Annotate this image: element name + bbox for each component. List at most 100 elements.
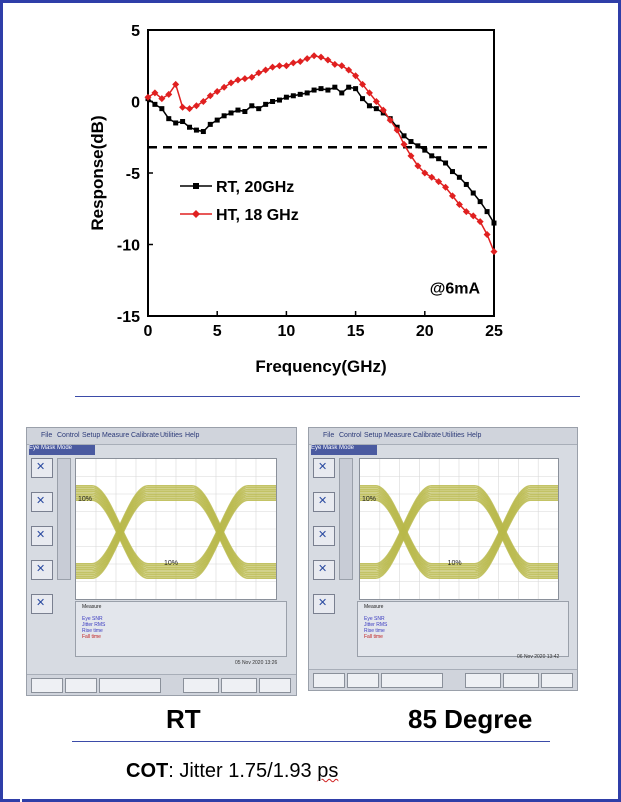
data-point — [338, 62, 346, 70]
eye-mode-tab[interactable]: Eye Mask Mode — [311, 445, 377, 455]
menu-calibrate[interactable]: Calibrate — [413, 432, 442, 439]
data-point — [325, 87, 331, 93]
data-point — [263, 101, 269, 107]
menu-help[interactable]: Help — [185, 432, 200, 439]
eye-trace — [360, 486, 558, 567]
data-point — [490, 248, 498, 256]
vertical-tab[interactable] — [339, 458, 353, 580]
data-point — [221, 113, 227, 119]
measure-row: Fall time — [82, 634, 101, 640]
eye-trace — [76, 486, 276, 567]
x-axis-label: Frequency(GHz) — [255, 357, 386, 376]
data-point — [166, 116, 172, 122]
menu-file[interactable]: File — [41, 432, 53, 439]
data-point — [448, 192, 456, 200]
data-point — [213, 87, 221, 95]
data-point — [234, 76, 242, 84]
eye-trace — [360, 497, 558, 578]
data-point — [393, 126, 401, 134]
eye-trace — [76, 490, 276, 570]
tool-icon[interactable] — [31, 594, 53, 614]
eye-trace — [360, 486, 558, 567]
eye-trace — [360, 492, 558, 572]
data-point — [400, 140, 408, 148]
menu-help[interactable]: Help — [467, 432, 482, 439]
eye-marker-label: 10% — [448, 560, 462, 567]
data-point — [415, 143, 421, 149]
status-box[interactable] — [465, 673, 501, 688]
x-tick-label: 5 — [213, 323, 222, 340]
status-box[interactable] — [503, 673, 539, 688]
data-point — [339, 90, 345, 96]
data-point — [462, 208, 470, 216]
menu-control[interactable]: Control — [57, 432, 80, 439]
eye-trace — [76, 485, 276, 565]
data-point — [345, 66, 353, 74]
menu-calibrate[interactable]: Calibrate — [131, 432, 160, 439]
status-box[interactable] — [259, 678, 291, 693]
data-point — [436, 156, 442, 162]
eye-trace — [360, 494, 558, 574]
data-point — [262, 66, 270, 74]
status-box[interactable] — [313, 673, 345, 688]
tool-icon[interactable] — [31, 560, 53, 580]
x-tick-label: 10 — [278, 323, 296, 340]
eye-trace — [76, 499, 276, 579]
legend-label: HT, 18 GHz — [216, 207, 299, 224]
tool-icon[interactable] — [31, 458, 53, 478]
eye-diagram-rt: File Control Setup Measure Calibrate Uti… — [26, 427, 297, 696]
menu-utilities[interactable]: Utilities — [160, 432, 183, 439]
data-point — [310, 52, 318, 60]
eye-screen: 10% 10% — [75, 458, 277, 600]
measure-row: Eye SNR — [364, 616, 385, 622]
cot-text: : Jitter 1.75/1.93 — [168, 760, 318, 782]
eye-trace — [76, 490, 276, 570]
data-point — [483, 230, 491, 238]
data-point — [255, 69, 263, 77]
data-point — [173, 120, 179, 126]
data-point — [332, 84, 338, 90]
status-box[interactable] — [347, 673, 379, 688]
tool-icon[interactable] — [313, 458, 335, 478]
menu-file[interactable]: File — [323, 432, 335, 439]
status-box[interactable] — [541, 673, 573, 688]
menu-setup[interactable]: Setup — [364, 432, 383, 439]
data-point — [401, 133, 407, 139]
data-point — [469, 212, 477, 220]
data-point — [491, 220, 497, 226]
menu-utilities[interactable]: Utilities — [442, 432, 465, 439]
status-box[interactable] — [31, 678, 63, 693]
data-point — [359, 80, 367, 88]
data-point — [283, 94, 289, 100]
data-point — [442, 183, 450, 191]
tool-icon[interactable] — [313, 526, 335, 546]
status-box[interactable] — [65, 678, 97, 693]
menu-setup[interactable]: Setup — [82, 432, 101, 439]
tool-icon[interactable] — [31, 492, 53, 512]
eye-trace — [360, 490, 558, 570]
status-box[interactable] — [183, 678, 219, 693]
eye-diagram-85-degree: File Control Setup Measure Calibrate Uti… — [308, 427, 578, 691]
menu-control[interactable]: Control — [339, 432, 362, 439]
eye-trace — [76, 488, 276, 569]
data-point — [289, 59, 297, 67]
scope-toolbar — [31, 458, 55, 628]
status-box[interactable] — [381, 673, 443, 688]
menu-measure[interactable]: Measure — [102, 432, 130, 439]
vertical-tab[interactable] — [57, 458, 71, 580]
tool-icon[interactable] — [313, 560, 335, 580]
tool-icon[interactable] — [313, 594, 335, 614]
eye-trace — [76, 499, 276, 579]
data-point — [214, 117, 220, 123]
annotation-6ma: @6mA — [430, 280, 481, 297]
eye-mode-tab[interactable]: Eye Mask Mode — [29, 445, 95, 455]
menu-measure[interactable]: Measure — [384, 432, 412, 439]
eye-trace — [360, 499, 558, 579]
status-box[interactable] — [221, 678, 257, 693]
tool-icon[interactable] — [31, 526, 53, 546]
tool-icon[interactable] — [313, 492, 335, 512]
measure-row: Fall time — [364, 634, 383, 640]
status-box[interactable] — [99, 678, 161, 693]
eye-trace — [76, 494, 276, 574]
eye-trace — [360, 488, 558, 569]
